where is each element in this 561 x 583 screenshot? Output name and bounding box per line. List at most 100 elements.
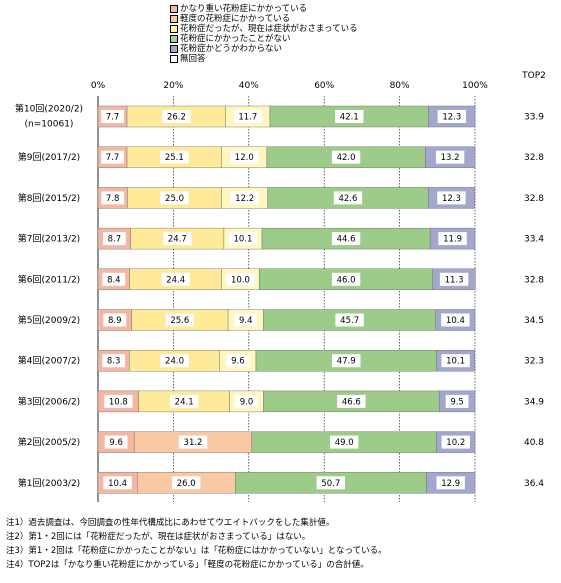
legend-swatch	[170, 5, 178, 13]
value-label: 10.1	[446, 357, 465, 367]
value-label: 8.7	[108, 235, 122, 245]
value-label-box	[226, 272, 255, 286]
value-label: 47.9	[337, 357, 356, 367]
value-label-box	[165, 313, 195, 327]
value-label: 7.7	[106, 113, 120, 123]
value-label: 44.6	[337, 235, 356, 245]
top2-value: 33.9	[524, 113, 544, 123]
value-label: 42.6	[338, 194, 357, 204]
top2-value: 36.4	[524, 479, 544, 489]
value-label-box	[329, 435, 359, 449]
value-label-box	[437, 191, 466, 205]
value-label-box	[437, 110, 467, 123]
legend-item-heavy: かなり重い花粉症にかかっている	[170, 4, 358, 14]
value-label-box	[230, 150, 259, 164]
value-label-box	[169, 394, 199, 408]
legend-label: 花粉症かどうかわからない	[180, 44, 283, 54]
value-label-box	[172, 476, 201, 490]
legend-swatch	[170, 15, 178, 23]
legend-label: 無回答	[180, 54, 206, 64]
value-label: 10.2	[446, 438, 465, 448]
value-label: 11.9	[443, 235, 462, 245]
legend-label: 軽度の花粉症にかかっている	[180, 14, 291, 24]
value-label-box	[337, 394, 366, 408]
value-label-box	[102, 354, 126, 368]
value-label: 42.1	[340, 113, 359, 123]
value-label: 9.0	[240, 397, 254, 407]
value-label-box	[104, 394, 133, 408]
value-label: 12.3	[442, 113, 461, 123]
value-label: 10.1	[233, 235, 252, 245]
value-label-box	[333, 191, 363, 205]
category-label: 第3回(2006/2)	[18, 395, 80, 407]
legend: かなり重い花粉症にかかっている 軽度の花粉症にかかっている 花粉症だったが、現在…	[170, 4, 358, 64]
value-label: 45.7	[340, 316, 359, 326]
value-label: 50.7	[321, 479, 340, 489]
footnote: 注3）第1・2回は「花粉症にかかったことがない」は「花粉症にはかかっていない」と…	[6, 546, 387, 556]
value-label: 46.6	[342, 397, 361, 407]
value-label-box	[226, 354, 250, 368]
value-label: 12.2	[235, 194, 254, 204]
value-label-box	[331, 150, 361, 164]
footnote: 注4）TOP2は「かなり重い花粉症にかかっている」「軽度の花粉症にかかっている」…	[6, 560, 369, 570]
category-label: 第7回(2013/2)	[18, 233, 80, 245]
value-label: 42.0	[337, 153, 356, 163]
footnote: 注1）過去調査は、今回調査の性年代構成比にあわせてウエイトバックをした集計値。	[6, 518, 335, 528]
value-label-box	[101, 110, 124, 123]
value-label: 46.0	[337, 275, 356, 285]
value-label: 7.8	[106, 194, 120, 204]
value-label: 8.4	[107, 275, 121, 285]
value-label: 26.2	[167, 113, 186, 123]
value-label: 9.6	[109, 438, 123, 448]
legend-swatch	[170, 55, 178, 63]
value-label-box	[316, 476, 345, 490]
legend-item-unknown: 花粉症かどうかわからない	[170, 44, 358, 54]
value-label: 10.8	[109, 397, 128, 407]
x-tick-label: 80%	[390, 81, 410, 91]
legend-item-mild: 軽度の花粉症にかかっている	[170, 14, 358, 24]
footnote: 注2）第1・2回には「花粉症だったが、現在は症状がおさまっている」はない。	[6, 532, 311, 542]
value-label: 10.0	[231, 275, 250, 285]
value-label-box	[331, 272, 361, 286]
value-label: 10.4	[108, 479, 127, 489]
value-label: 24.1	[175, 397, 194, 407]
value-label: 8.9	[108, 316, 122, 326]
legend-swatch	[170, 35, 178, 43]
top2-value: 32.8	[524, 194, 544, 204]
value-label-box	[230, 191, 259, 205]
value-label-box	[160, 191, 189, 205]
value-label-box	[235, 394, 258, 408]
value-label: 12.0	[235, 153, 254, 163]
value-label-box	[438, 232, 467, 246]
legend-item-recovered: 花粉症だったが、現在は症状がおさまっている	[170, 24, 358, 34]
top2-value: 32.8	[524, 275, 544, 285]
value-label: 11.3	[445, 275, 464, 285]
value-label-box	[103, 476, 132, 490]
legend-item-no-answer: 無回答	[170, 54, 358, 64]
value-label-box	[435, 150, 465, 164]
category-sample-label: (n=10061)	[25, 120, 74, 130]
category-label: 第2回(2005/2)	[18, 436, 80, 448]
value-label: 24.0	[165, 357, 184, 367]
category-label: 第5回(2009/2)	[18, 314, 80, 326]
value-label-box	[101, 150, 124, 164]
value-label-box	[335, 313, 364, 327]
category-label: 第9回(2017/2)	[18, 151, 80, 163]
value-label-box	[101, 191, 125, 205]
value-label-box	[102, 272, 126, 286]
value-label: 9.4	[239, 316, 253, 326]
value-label-box	[439, 272, 469, 286]
top2-value: 34.5	[524, 316, 544, 326]
top2-value: 32.8	[524, 153, 544, 163]
x-tick-label: 20%	[163, 81, 183, 91]
value-label: 24.4	[166, 275, 185, 285]
value-label-box	[234, 313, 258, 327]
value-label-box	[332, 354, 361, 368]
value-label: 26.0	[177, 479, 196, 489]
value-label-box	[160, 150, 189, 164]
value-label-box	[441, 354, 470, 368]
value-label: 25.6	[170, 316, 189, 326]
value-label-box	[335, 110, 364, 123]
value-label-box	[228, 232, 258, 246]
footnotes: 注1）過去調査は、今回調査の性年代構成比にあわせてウエイトバックをした集計値。 …	[6, 516, 387, 572]
